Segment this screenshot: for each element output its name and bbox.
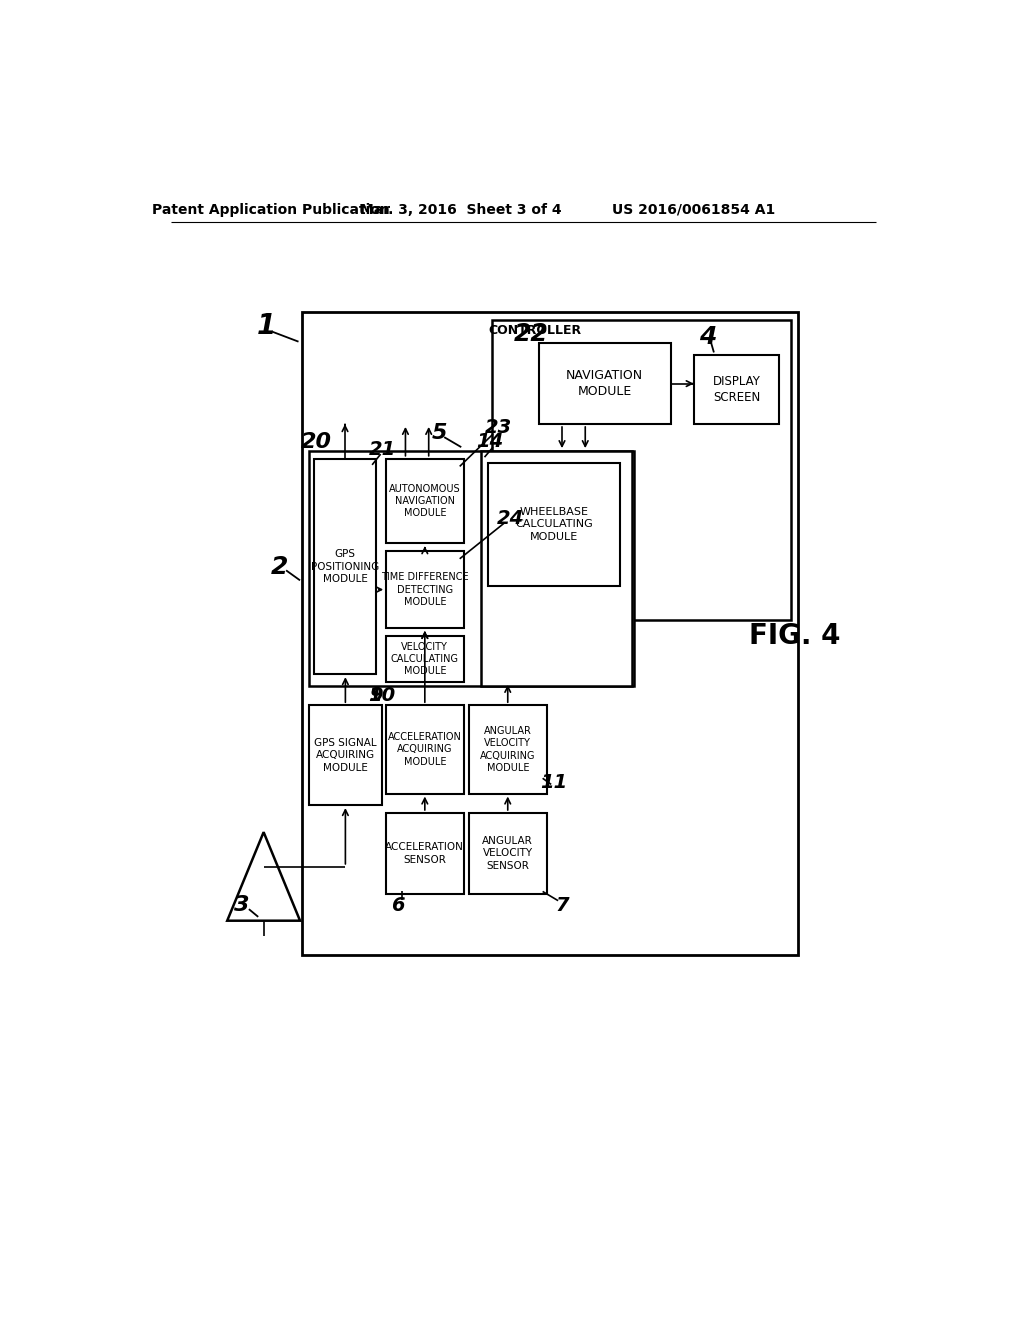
Bar: [302, 313, 799, 956]
Text: FIG. 4: FIG. 4: [749, 622, 841, 649]
Bar: [308, 705, 382, 805]
Text: 7: 7: [555, 896, 568, 915]
Text: AUTONOMOUS
NAVIGATION
MODULE: AUTONOMOUS NAVIGATION MODULE: [389, 483, 461, 519]
Bar: [480, 451, 632, 686]
Text: 6: 6: [391, 896, 404, 915]
Bar: [469, 813, 547, 894]
Text: CONTROLLER: CONTROLLER: [488, 325, 582, 338]
Text: US 2016/0061854 A1: US 2016/0061854 A1: [612, 203, 775, 216]
Text: ANGULAR
VELOCITY
SENSOR: ANGULAR VELOCITY SENSOR: [482, 836, 534, 871]
Text: 23: 23: [484, 418, 512, 437]
Text: 10: 10: [369, 686, 396, 705]
Bar: [488, 462, 621, 586]
Text: VELOCITY
CALCULATING
MODULE: VELOCITY CALCULATING MODULE: [391, 642, 459, 676]
Text: 3: 3: [234, 895, 250, 915]
Bar: [386, 813, 464, 894]
Bar: [308, 451, 634, 686]
Text: 21: 21: [369, 440, 396, 459]
Text: 24: 24: [497, 510, 523, 528]
Text: 11: 11: [541, 772, 568, 792]
Bar: [314, 459, 376, 675]
Text: TIME DIFFERENCE
DETECTING
MODULE: TIME DIFFERENCE DETECTING MODULE: [381, 572, 469, 607]
Text: DISPLAY
SCREEN: DISPLAY SCREEN: [713, 375, 760, 404]
Bar: [386, 705, 464, 793]
Text: NAVIGATION
MODULE: NAVIGATION MODULE: [566, 370, 643, 399]
Text: 2: 2: [270, 554, 288, 578]
Text: 5: 5: [432, 422, 447, 442]
Bar: [539, 343, 671, 424]
Bar: [386, 459, 464, 544]
Text: ACCELERATION
SENSOR: ACCELERATION SENSOR: [385, 842, 464, 865]
Text: Mar. 3, 2016  Sheet 3 of 4: Mar. 3, 2016 Sheet 3 of 4: [360, 203, 562, 216]
Text: WHEELBASE
CALCULATING
MODULE: WHEELBASE CALCULATING MODULE: [515, 507, 593, 541]
Text: Patent Application Publication: Patent Application Publication: [153, 203, 390, 216]
Text: ANGULAR
VELOCITY
ACQUIRING
MODULE: ANGULAR VELOCITY ACQUIRING MODULE: [480, 726, 536, 774]
Text: ACCELERATION
ACQUIRING
MODULE: ACCELERATION ACQUIRING MODULE: [388, 733, 462, 767]
Bar: [386, 636, 464, 682]
Text: 22: 22: [514, 322, 549, 346]
Text: GPS SIGNAL
ACQUIRING
MODULE: GPS SIGNAL ACQUIRING MODULE: [314, 738, 377, 772]
Text: 1: 1: [256, 313, 275, 341]
Bar: [493, 321, 791, 620]
Bar: [386, 552, 464, 628]
Text: 9: 9: [370, 686, 383, 705]
Text: 14: 14: [476, 432, 504, 451]
Text: GPS
POSITIONING
MODULE: GPS POSITIONING MODULE: [311, 549, 379, 583]
Bar: [469, 705, 547, 793]
Text: 20: 20: [301, 432, 332, 451]
Bar: [693, 355, 779, 424]
Text: 4: 4: [699, 325, 717, 348]
